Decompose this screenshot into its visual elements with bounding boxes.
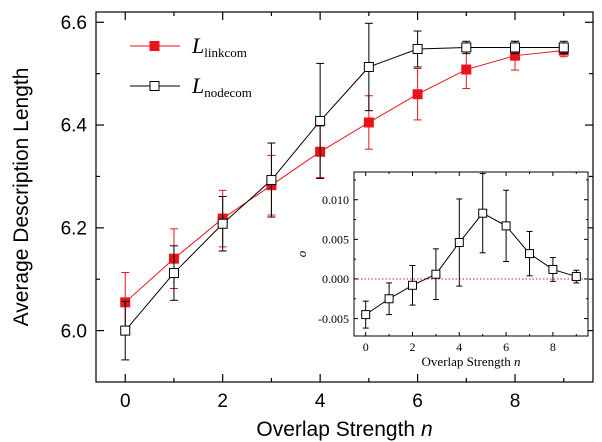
data-point	[548, 264, 558, 274]
data-point	[558, 42, 569, 53]
y-tick-label: 6.6	[61, 13, 87, 34]
x-axis-variable: n	[421, 418, 433, 441]
x-axis-label: Overlap Strength n	[256, 418, 432, 441]
data-point	[510, 42, 521, 53]
data-point	[363, 117, 374, 128]
legend-subscript: linkcom	[204, 45, 247, 60]
data-point	[454, 238, 464, 248]
y-tick-label: 0.010	[322, 193, 349, 207]
y-tick-label: 6.4	[61, 116, 88, 137]
data-point	[461, 64, 472, 75]
x-tick-label: 0	[363, 340, 369, 354]
data-point	[525, 249, 534, 259]
data-point	[571, 272, 581, 282]
legend-subscript: nodecom	[204, 85, 252, 100]
series-nodecom	[120, 22, 569, 361]
series-line	[124, 50, 564, 303]
x-tick-label: 4	[456, 340, 462, 354]
inset-chart: 0 2 4 6 8 -0.005 0.000 0.005 0.010 Overlap Streng…	[294, 171, 589, 369]
x-tick-label: 6	[503, 340, 509, 354]
main-chart: 0 2 4 6 8 6.0 6.2 6.4 6.6 Overlap Strength n Avera…	[10, 11, 594, 441]
x-tick-label: 0	[120, 391, 131, 412]
plot-frame	[353, 171, 589, 337]
y-tick-label: 0.000	[322, 272, 349, 286]
x-tick-label: 8	[510, 391, 521, 412]
data-point	[384, 294, 394, 304]
legend-marker	[149, 41, 160, 51]
y-tick-label: 0.005	[322, 233, 349, 247]
legend-label: Lnodecom	[191, 73, 252, 100]
x-axis-variable: n	[514, 354, 521, 369]
series-line	[365, 212, 577, 316]
data-point	[461, 42, 472, 53]
x-tick-label: 4	[315, 391, 326, 412]
y-axis-label: o	[294, 250, 309, 257]
data-point	[501, 221, 511, 231]
data-point	[363, 61, 374, 72]
data-point	[412, 89, 423, 100]
x-axis-label: Overlap Strength n	[422, 354, 521, 369]
y-tick-label: 6.2	[61, 218, 87, 239]
x-tick-label: 2	[410, 340, 416, 354]
data-point	[478, 208, 488, 218]
data-point	[120, 325, 131, 336]
data-point	[217, 218, 228, 229]
y-tick-label: 6.0	[61, 321, 87, 342]
series-line	[124, 46, 564, 331]
x-tick-label: 2	[217, 391, 228, 412]
data-point	[412, 44, 423, 54]
data-point	[408, 280, 417, 290]
y-tick-label: -0.005	[318, 312, 349, 326]
legend-item-linkcom: Llinkcom	[130, 33, 247, 60]
data-point	[168, 268, 179, 279]
x-tick-label: 8	[550, 340, 556, 354]
data-point	[431, 269, 441, 279]
y-axis-label: Average Description Length	[10, 68, 33, 327]
series-0	[361, 173, 581, 329]
data-point	[361, 310, 371, 320]
legend-label: Llinkcom	[191, 33, 247, 60]
legend-item-nodecom: Lnodecom	[130, 73, 252, 100]
data-point	[315, 115, 326, 126]
legend-marker	[149, 81, 160, 91]
plot-frame	[95, 11, 594, 383]
plot-background	[354, 172, 588, 336]
x-tick-label: 6	[412, 391, 423, 412]
data-point	[266, 175, 277, 186]
